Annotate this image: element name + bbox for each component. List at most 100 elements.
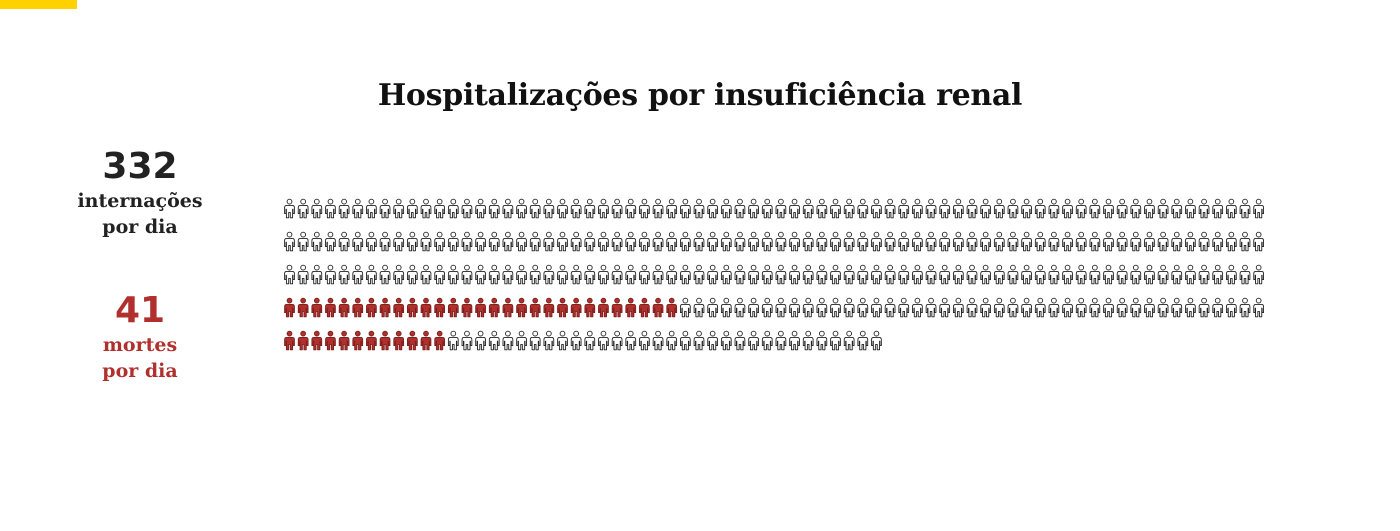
person-icon — [1225, 231, 1237, 252]
person-icon — [734, 264, 746, 285]
person-icon — [816, 264, 828, 285]
person-icon — [639, 297, 650, 318]
person-icon — [693, 264, 705, 285]
person-icon — [843, 330, 855, 351]
person-icon — [1198, 198, 1210, 219]
person-icon — [830, 264, 841, 285]
person-icon — [557, 297, 568, 318]
person-icon — [952, 264, 964, 285]
person-icon — [734, 198, 746, 219]
person-icon — [434, 264, 445, 285]
person-icon — [1075, 198, 1087, 219]
person-icon — [352, 264, 364, 285]
person-icon — [1116, 231, 1128, 252]
person-icon — [789, 198, 800, 219]
person-icon — [720, 330, 732, 351]
person-icon — [1171, 297, 1183, 318]
person-icon — [1021, 264, 1032, 285]
person-icon — [1185, 231, 1196, 252]
person-icon — [680, 198, 691, 219]
top-accent-bar — [0, 0, 77, 9]
person-icon — [912, 198, 923, 219]
person-icon — [1062, 297, 1073, 318]
person-icon — [952, 297, 964, 318]
person-icon — [611, 264, 623, 285]
person-icon — [830, 330, 841, 351]
person-icon — [1225, 297, 1237, 318]
person-icon — [475, 231, 486, 252]
person-icon — [1130, 297, 1142, 318]
person-icon — [1185, 297, 1196, 318]
person-icon — [625, 231, 637, 252]
person-icon — [939, 198, 951, 219]
person-icon — [1171, 198, 1183, 219]
person-icon — [557, 198, 568, 219]
person-icon — [912, 231, 923, 252]
person-icon — [406, 231, 418, 252]
person-icon — [570, 264, 582, 285]
person-icon — [543, 198, 555, 219]
person-icon — [406, 297, 418, 318]
person-icon — [420, 264, 432, 285]
person-icon — [311, 231, 323, 252]
person-icon — [1034, 198, 1046, 219]
person-icon — [1198, 231, 1210, 252]
person-icon — [1225, 198, 1237, 219]
deaths-number: 41 — [114, 290, 166, 331]
person-icon — [1198, 297, 1210, 318]
person-icon — [598, 264, 609, 285]
person-icon — [611, 297, 623, 318]
person-icon — [1007, 231, 1019, 252]
person-icon — [925, 198, 937, 219]
pictogram-chart — [284, 198, 1265, 351]
person-icon — [488, 231, 500, 252]
person-icon — [639, 198, 650, 219]
person-icon — [475, 264, 486, 285]
person-icon — [1089, 264, 1101, 285]
person-icon — [447, 264, 459, 285]
person-icon — [1253, 297, 1265, 318]
person-icon — [925, 297, 937, 318]
person-icon — [502, 198, 514, 219]
person-icon — [297, 330, 309, 351]
person-icon — [447, 330, 459, 351]
person-icon — [1144, 198, 1155, 219]
person-icon — [1144, 297, 1155, 318]
person-icon — [816, 297, 828, 318]
person-icon — [543, 297, 555, 318]
total-hospitalizations-stat: 332 internações por dia — [50, 146, 230, 240]
person-icon — [652, 297, 664, 318]
person-icon — [529, 330, 541, 351]
person-icon — [406, 198, 418, 219]
person-icon — [1048, 198, 1060, 219]
person-icon — [502, 297, 514, 318]
person-icon — [1021, 231, 1032, 252]
person-icon — [366, 231, 377, 252]
person-icon — [366, 198, 377, 219]
person-icon — [857, 330, 869, 351]
person-icon — [857, 231, 869, 252]
person-icon — [993, 198, 1005, 219]
person-icon — [434, 297, 445, 318]
person-icon — [1239, 231, 1251, 252]
person-icon — [352, 330, 364, 351]
person-icon — [748, 297, 759, 318]
person-icon — [952, 231, 964, 252]
person-icon — [352, 231, 364, 252]
person-icon — [898, 297, 910, 318]
person-icon — [488, 198, 500, 219]
person-icon — [570, 297, 582, 318]
person-icon — [366, 264, 377, 285]
person-icon — [843, 297, 855, 318]
person-icon — [652, 198, 664, 219]
person-icon — [652, 264, 664, 285]
person-icon — [516, 330, 527, 351]
person-icon — [1116, 297, 1128, 318]
person-icon — [680, 231, 691, 252]
person-icon — [1144, 264, 1155, 285]
person-icon — [461, 297, 473, 318]
person-icon — [925, 264, 937, 285]
person-icon — [748, 231, 759, 252]
person-icon — [543, 330, 555, 351]
person-icon — [884, 198, 896, 219]
